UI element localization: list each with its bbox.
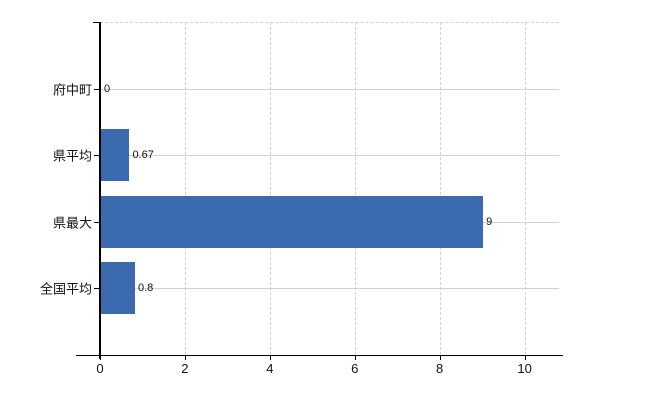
x-tick-label: 0 <box>96 361 104 376</box>
category-label: 全国平均 <box>39 281 92 297</box>
category-label: 県平均 <box>52 148 92 164</box>
vertical-gridline <box>269 22 271 355</box>
x-tick-label: 6 <box>351 361 359 376</box>
plot-top-border <box>100 22 559 23</box>
x-tick-label: 10 <box>517 361 532 376</box>
x-axis-tick <box>100 356 101 360</box>
vertical-gridline <box>439 22 441 355</box>
y-axis-line <box>99 22 101 359</box>
x-axis-tick <box>524 356 526 360</box>
vertical-gridline <box>524 22 526 355</box>
y-axis-tick <box>94 155 100 157</box>
x-axis-tick <box>439 356 441 360</box>
bar-3 <box>101 262 135 315</box>
bar-value-label: 0 <box>104 82 111 95</box>
category-label: 県最大 <box>52 215 92 231</box>
x-axis-tick <box>354 356 356 360</box>
x-axis-tick <box>269 356 271 360</box>
bar-2 <box>101 195 484 248</box>
y-axis-top-tick <box>93 22 100 23</box>
x-axis-line <box>76 354 563 356</box>
x-tick-label: 2 <box>181 361 189 376</box>
vertical-gridline <box>184 22 186 355</box>
vertical-gridline <box>354 22 356 355</box>
bar-value-label: 0.67 <box>132 149 154 162</box>
x-tick-label: 8 <box>436 361 444 376</box>
y-axis-tick <box>94 88 100 90</box>
x-tick-label: 4 <box>266 361 274 376</box>
y-axis-tick <box>94 288 100 290</box>
x-axis-tick <box>184 356 186 360</box>
y-axis-tick <box>94 221 100 223</box>
horizontal-gridline <box>100 288 559 290</box>
horizontal-gridline <box>100 88 559 90</box>
category-label: 府中町 <box>52 82 92 98</box>
bar-value-label: 9 <box>486 215 493 228</box>
horizontal-gridline <box>100 155 559 157</box>
bar-value-label: 0.8 <box>137 282 154 295</box>
bar-1 <box>101 129 130 182</box>
